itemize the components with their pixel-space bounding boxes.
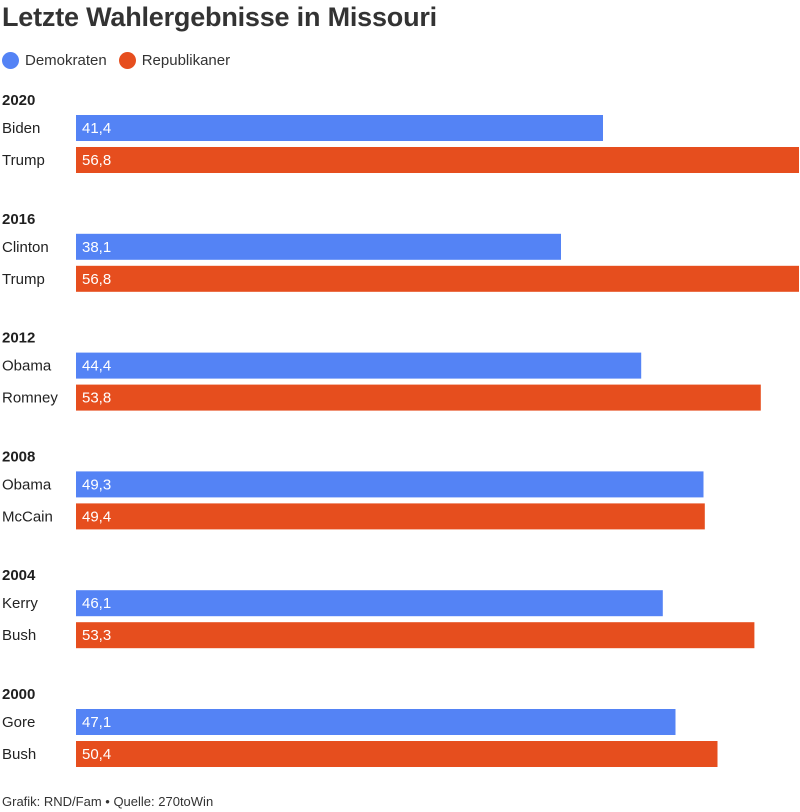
bar-rep bbox=[76, 265, 799, 292]
legend-label-rep: Republikaner bbox=[141, 51, 231, 69]
year-label: 2000 bbox=[2, 686, 35, 703]
value-label: 46,1 bbox=[82, 595, 111, 612]
year-label: 2004 bbox=[2, 567, 36, 584]
year-label: 2012 bbox=[2, 330, 35, 347]
bar-rep bbox=[76, 503, 705, 530]
candidate-label: Clinton bbox=[2, 239, 49, 256]
bar-rep bbox=[76, 384, 761, 411]
legend-swatch-rep bbox=[118, 51, 136, 69]
bar-rep bbox=[76, 741, 718, 767]
legend: Demokraten Republikaner bbox=[2, 50, 242, 70]
legend-item-dem: Demokraten bbox=[2, 51, 107, 69]
bar-dem bbox=[76, 709, 676, 735]
candidate-label: Trump bbox=[2, 152, 45, 169]
candidate-label: Gore bbox=[2, 714, 35, 731]
value-label: 56,8 bbox=[82, 271, 111, 288]
bar-rep bbox=[76, 622, 755, 649]
year-label: 2016 bbox=[2, 211, 35, 228]
bar-dem bbox=[76, 471, 704, 498]
legend-item-rep: Republikaner bbox=[118, 51, 231, 69]
candidate-label: Romney bbox=[2, 390, 58, 407]
bar-dem bbox=[76, 352, 642, 379]
candidate-label: Biden bbox=[2, 120, 40, 137]
chart-title: Letzte Wahlergebnisse in Missouri bbox=[2, 2, 437, 32]
bar-chart: 2020 Biden 41,4 Trump 56,8 2016 Clinton 38,1 Tru… bbox=[2, 92, 799, 767]
candidate-label: Kerry bbox=[2, 595, 38, 612]
value-label: 56,8 bbox=[82, 152, 111, 169]
source-footer: Grafik: RND/Fam • Quelle: 270toWin bbox=[2, 794, 214, 809]
year-label: 2008 bbox=[2, 448, 35, 465]
value-label: 53,8 bbox=[82, 390, 111, 407]
legend-label-dem: Demokraten bbox=[25, 51, 107, 69]
bar-dem bbox=[76, 115, 603, 141]
value-label: 49,3 bbox=[82, 476, 111, 493]
value-label: 50,4 bbox=[82, 746, 111, 763]
value-label: 41,4 bbox=[82, 120, 111, 137]
value-label: 53,3 bbox=[82, 627, 111, 644]
candidate-label: Bush bbox=[2, 627, 36, 644]
bar-dem bbox=[76, 233, 561, 260]
year-label: 2020 bbox=[2, 92, 35, 109]
candidate-label: Trump bbox=[2, 271, 45, 288]
candidate-label: Bush bbox=[2, 746, 36, 763]
bar-rep bbox=[76, 147, 799, 173]
candidate-label: McCain bbox=[2, 508, 53, 525]
candidate-label: Obama bbox=[2, 476, 52, 493]
value-label: 49,4 bbox=[82, 508, 111, 525]
value-label: 38,1 bbox=[82, 239, 111, 256]
legend-swatch-dem bbox=[2, 51, 19, 69]
value-label: 47,1 bbox=[82, 714, 111, 731]
candidate-label: Obama bbox=[2, 358, 52, 375]
value-label: 44,4 bbox=[82, 358, 111, 375]
bar-dem bbox=[76, 590, 663, 617]
